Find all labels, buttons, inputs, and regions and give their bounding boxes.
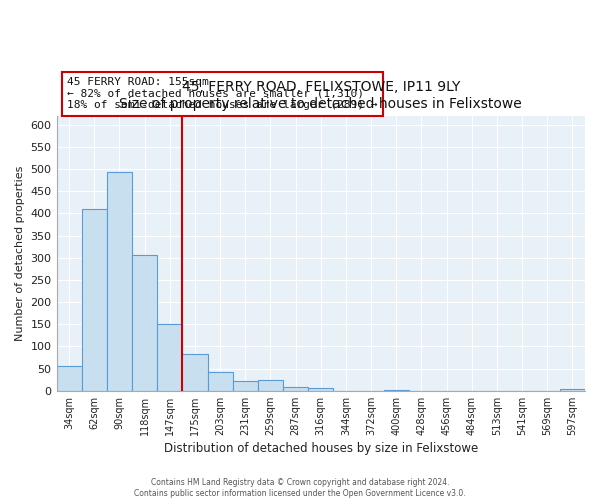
Bar — [182, 354, 208, 391]
Bar — [283, 387, 308, 391]
Bar — [82, 209, 107, 391]
Bar — [308, 388, 334, 391]
Bar — [383, 390, 409, 391]
Text: Contains HM Land Registry data © Crown copyright and database right 2024.
Contai: Contains HM Land Registry data © Crown c… — [134, 478, 466, 498]
Bar — [258, 380, 283, 391]
Bar — [560, 389, 585, 391]
Bar — [56, 366, 82, 391]
Bar — [157, 324, 182, 391]
Bar — [208, 372, 233, 391]
Y-axis label: Number of detached properties: Number of detached properties — [15, 166, 25, 341]
Bar — [107, 172, 132, 391]
Text: 45 FERRY ROAD: 155sqm
← 82% of detached houses are smaller (1,310)
18% of semi-d: 45 FERRY ROAD: 155sqm ← 82% of detached … — [67, 77, 377, 110]
Bar — [132, 254, 157, 391]
Bar — [233, 381, 258, 391]
Title: 45, FERRY ROAD, FELIXSTOWE, IP11 9LY
Size of property relative to detached house: 45, FERRY ROAD, FELIXSTOWE, IP11 9LY Siz… — [119, 80, 522, 110]
X-axis label: Distribution of detached houses by size in Felixstowe: Distribution of detached houses by size … — [164, 442, 478, 455]
